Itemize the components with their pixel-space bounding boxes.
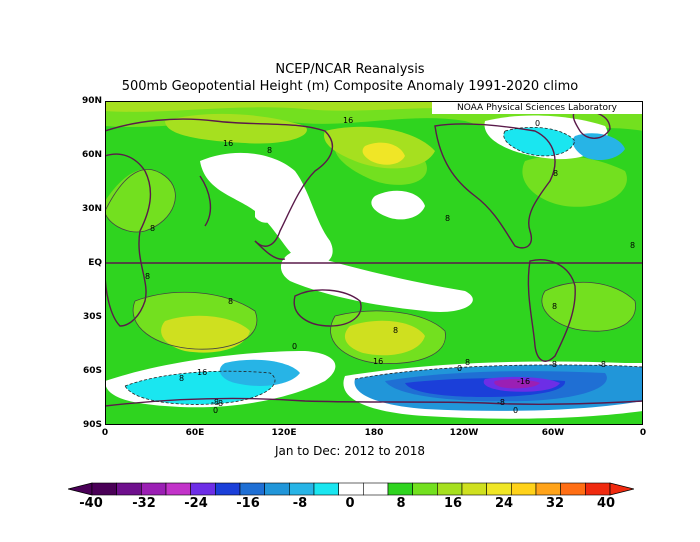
colorbar-cell — [486, 482, 512, 496]
colorbar-label: -16 — [236, 496, 260, 511]
lon-label: 60W — [541, 428, 565, 438]
colorbar-arrow-right — [609, 482, 634, 496]
contour-label: 8 — [145, 272, 150, 281]
contour-label: 8 — [630, 241, 635, 250]
contour-label: 8 — [465, 358, 470, 367]
lon-label: 0 — [101, 428, 109, 438]
contour-label: 16 — [343, 116, 353, 125]
contour-label: 8 — [267, 146, 272, 155]
colorbar-cell — [141, 482, 167, 496]
colorbar-cell — [363, 482, 389, 496]
colorbar-cell — [585, 482, 611, 496]
colorbar-cell — [461, 482, 487, 496]
contour-label: -8 — [211, 398, 219, 407]
colorbar-arrow-left — [68, 482, 93, 496]
lat-label: 90N — [81, 96, 102, 106]
lat-label: 90S — [82, 420, 102, 430]
contour-label: 0 — [513, 406, 518, 415]
colorbar-label: -32 — [132, 496, 156, 511]
map-svg: 16 16 8 8 8 8 8 8 8 8 8 0 16 8 8 16 -8 -… — [105, 101, 643, 425]
colorbar-cell — [437, 482, 463, 496]
colorbar-label: 32 — [545, 496, 565, 511]
contour-label: 16 — [197, 368, 207, 377]
contour-label: 8 — [179, 374, 184, 383]
credit-label: NOAA Physical Sciences Laboratory — [432, 102, 642, 114]
contour-label: 16 — [373, 357, 383, 366]
contour-label: -8 — [497, 398, 505, 407]
colorbar-cell — [215, 482, 241, 496]
colorbar-cell — [190, 482, 216, 496]
contour-label: -8 — [598, 360, 606, 369]
lat-label: 30S — [82, 312, 102, 322]
colorbar-cell — [560, 482, 586, 496]
contour-label: 8 — [393, 326, 398, 335]
colorbar-cell — [165, 482, 191, 496]
colorbar-cell — [313, 482, 339, 496]
colorbar — [68, 482, 634, 496]
contour-label: 8 — [228, 297, 233, 306]
contour-label: -8 — [549, 360, 557, 369]
contour-label: -16 — [517, 377, 530, 386]
colorbar-cell — [511, 482, 537, 496]
contour-label: 0 — [292, 342, 297, 351]
contour-label: 8 — [553, 169, 558, 178]
lat-label: 60S — [82, 366, 102, 376]
date-range-subtitle: Jan to Dec: 2012 to 2018 — [274, 444, 425, 458]
colorbar-label: 0 — [345, 496, 355, 511]
colorbar-label: 16 — [443, 496, 463, 511]
colorbar-label: -40 — [79, 496, 103, 511]
colorbar-cell — [338, 482, 364, 496]
colorbar-cell — [264, 482, 290, 496]
lon-label: 60E — [185, 428, 205, 438]
lat-label: 30N — [81, 204, 102, 214]
contour-label: 8 — [218, 399, 223, 408]
contour-label: 0 — [213, 406, 218, 415]
colorbar-label: -24 — [184, 496, 208, 511]
lat-label: 60N — [81, 150, 102, 160]
contour-label: 0 — [457, 364, 462, 373]
anomaly-map: 16 16 8 8 8 8 8 8 8 8 8 0 16 8 8 16 -8 -… — [105, 101, 643, 425]
colorbar-cell — [289, 482, 315, 496]
contour-label: 8 — [445, 214, 450, 223]
contour-label: 8 — [150, 224, 155, 233]
lon-label: 0 — [639, 428, 647, 438]
lon-label: 180 — [364, 428, 384, 438]
chart-title-line1: NCEP/NCAR Reanalysis — [275, 62, 425, 77]
colorbar-cell — [91, 482, 117, 496]
contour-label: 0 — [535, 119, 540, 128]
lon-label: 120E — [271, 428, 297, 438]
colorbar-label: 40 — [596, 496, 616, 511]
colorbar-label: 8 — [396, 496, 406, 511]
colorbar-label: 24 — [494, 496, 514, 511]
lon-label: 120W — [449, 428, 479, 438]
colorbar-label: -8 — [292, 496, 308, 511]
contour-label: 16 — [223, 139, 233, 148]
lat-label: EQ — [88, 258, 102, 268]
contour-label: 8 — [552, 302, 557, 311]
colorbar-cell — [412, 482, 438, 496]
colorbar-cell — [239, 482, 265, 496]
chart-title-line2: 500mb Geopotential Height (m) Composite … — [121, 79, 579, 94]
colorbar-cell — [116, 482, 142, 496]
colorbar-cell — [535, 482, 561, 496]
colorbar-cell — [387, 482, 413, 496]
